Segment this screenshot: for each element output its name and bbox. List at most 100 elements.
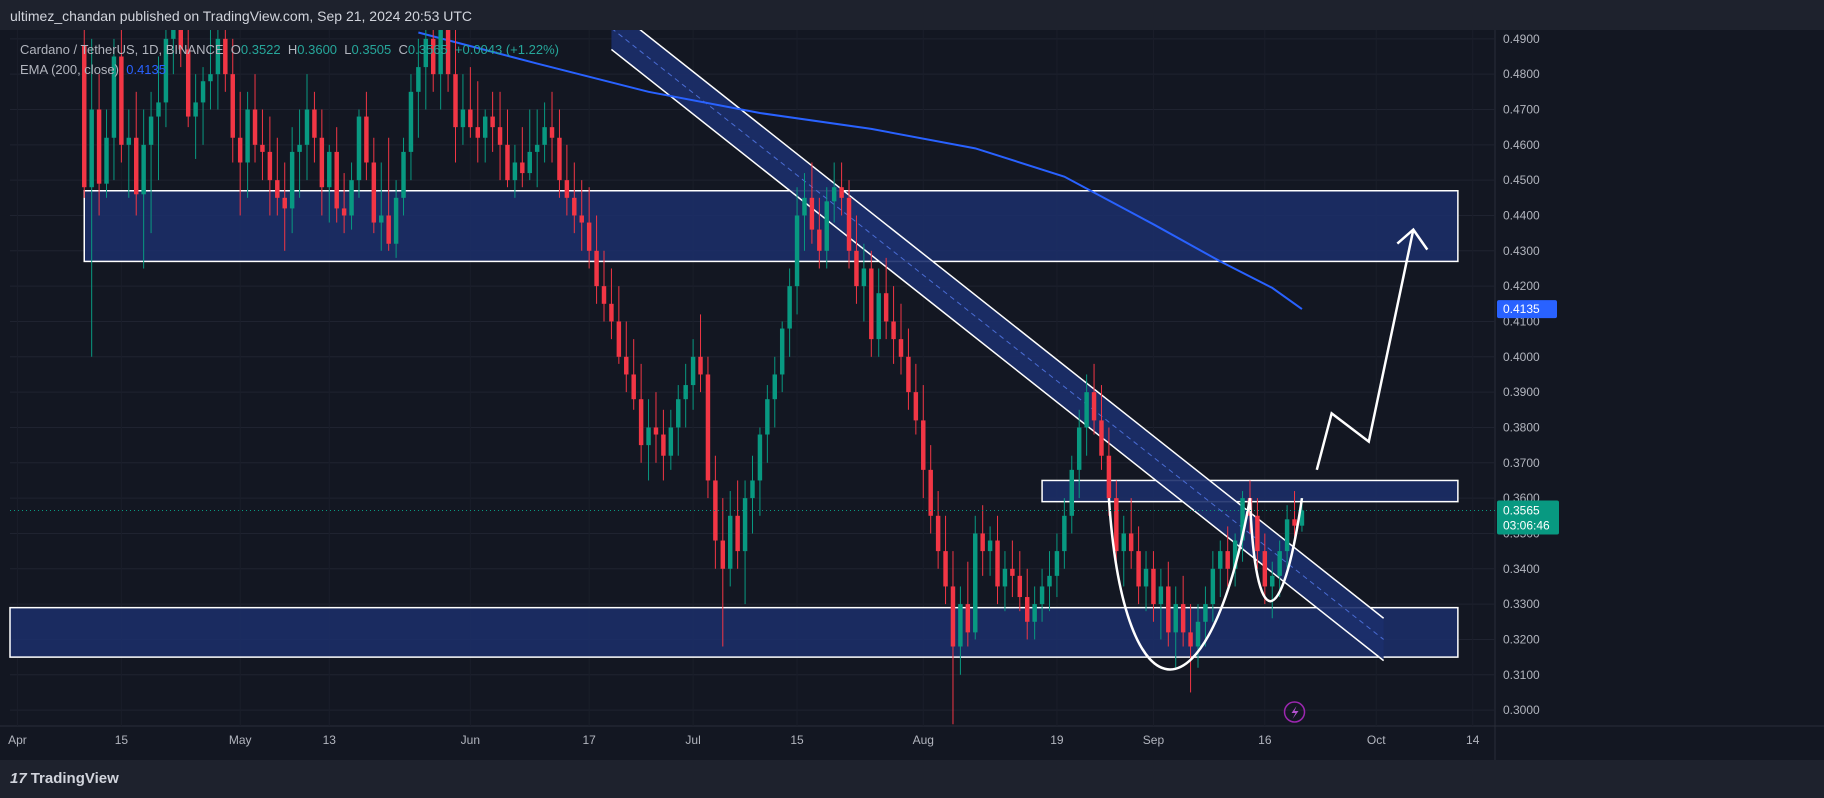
candle-body[interactable] (1032, 604, 1037, 622)
candle-body[interactable] (727, 515, 733, 569)
candle-body[interactable] (1195, 621, 1201, 647)
candle-body[interactable] (230, 74, 235, 138)
candle-body[interactable] (438, 30, 443, 75)
candle-body[interactable] (527, 151, 532, 174)
candle-body[interactable] (185, 49, 191, 117)
candle-body[interactable] (594, 250, 599, 287)
candle-body[interactable] (1284, 519, 1290, 552)
candle-body[interactable] (1188, 632, 1193, 647)
legend-ema-label[interactable]: EMA (200, close) (20, 62, 119, 77)
candle-body[interactable] (690, 356, 696, 386)
candle-body[interactable] (1047, 575, 1052, 587)
candle-body[interactable] (1114, 498, 1119, 552)
candle-body[interactable] (193, 102, 198, 117)
candle-body[interactable] (883, 293, 889, 322)
candle-body[interactable] (906, 356, 911, 393)
candle-body[interactable] (1240, 498, 1245, 541)
candle-body[interactable] (854, 250, 859, 287)
candle-body[interactable] (973, 533, 978, 633)
candle-body[interactable] (965, 604, 971, 633)
candle-body[interactable] (1091, 392, 1097, 421)
candle-body[interactable] (445, 30, 451, 75)
candle-body[interactable] (386, 215, 391, 244)
candle-body[interactable] (987, 540, 993, 552)
price-axis-panel[interactable] (1495, 30, 1824, 760)
candle-body[interactable] (356, 116, 362, 181)
candle-body[interactable] (327, 151, 332, 188)
candle-body[interactable] (200, 81, 206, 103)
candle-body[interactable] (809, 197, 815, 230)
candle-body[interactable] (698, 356, 703, 375)
candle-body[interactable] (601, 286, 607, 304)
candle-body[interactable] (104, 137, 109, 184)
candle-body[interactable] (1270, 575, 1275, 587)
candle-body[interactable] (1225, 551, 1230, 569)
candle-body[interactable] (579, 215, 584, 223)
candle-body[interactable] (935, 515, 941, 552)
candle-body[interactable] (534, 144, 540, 152)
candle-body[interactable] (831, 187, 837, 202)
candle-body[interactable] (148, 116, 154, 145)
candle-body[interactable] (1099, 420, 1104, 456)
candle-body[interactable] (1024, 597, 1030, 622)
candle-body[interactable] (126, 137, 132, 145)
candle-body[interactable] (119, 56, 124, 145)
candle-body[interactable] (341, 208, 347, 216)
projection-path[interactable] (1315, 229, 1415, 471)
candle-body[interactable] (171, 30, 176, 39)
candle-body[interactable] (141, 144, 146, 195)
candle-body[interactable] (408, 91, 414, 152)
candle-body[interactable] (512, 162, 518, 181)
chart-area[interactable]: 0.4900 0.4800 0.4700 0.4600 0.4500 0.4400 0.43… (0, 30, 1824, 760)
candle-body[interactable] (542, 127, 547, 145)
candle-body[interactable] (586, 222, 592, 251)
candle-body[interactable] (950, 586, 956, 647)
candle-body[interactable] (208, 74, 213, 82)
candle-body[interactable] (913, 392, 919, 421)
candle-body[interactable] (1299, 510, 1305, 526)
candle-body[interactable] (564, 180, 570, 198)
candle-body[interactable] (1166, 586, 1171, 633)
candle-body[interactable] (349, 180, 354, 216)
candle-body[interactable] (223, 38, 228, 75)
candle-body[interactable] (1121, 533, 1126, 552)
support-resistance-zone[interactable] (83, 190, 1459, 263)
candle-body[interactable] (163, 38, 169, 103)
candle-body[interactable] (928, 469, 933, 516)
candle-body[interactable] (460, 109, 466, 128)
candle-body[interactable] (319, 137, 325, 188)
candle-body[interactable] (416, 67, 421, 92)
candle-body[interactable] (393, 197, 399, 244)
candle-body[interactable] (1106, 455, 1112, 499)
candle-body[interactable] (646, 427, 651, 446)
candle-body[interactable] (267, 151, 273, 181)
candle-body[interactable] (453, 74, 458, 128)
candle-body[interactable] (668, 427, 674, 456)
candle-body[interactable] (1076, 427, 1082, 470)
candle-body[interactable] (735, 515, 740, 552)
candle-body[interactable] (371, 162, 377, 223)
candle-body[interactable] (475, 127, 481, 138)
candle-body[interactable] (713, 480, 718, 541)
candle-body[interactable] (1232, 540, 1238, 569)
candle-body[interactable] (765, 399, 770, 435)
candle-body[interactable] (817, 229, 822, 251)
candle-body[interactable] (1210, 568, 1216, 605)
candle-body[interactable] (1062, 515, 1067, 552)
candle-body[interactable] (401, 151, 406, 198)
candle-body[interactable] (505, 144, 510, 181)
candle-body[interactable] (638, 399, 644, 446)
candle-body[interactable] (111, 56, 117, 138)
candle-body[interactable] (787, 286, 792, 329)
candle-body[interactable] (1128, 533, 1134, 552)
candle-body[interactable] (215, 38, 221, 75)
candle-body[interactable] (898, 339, 904, 357)
flash-alert-icon[interactable] (1283, 701, 1306, 723)
candle-body[interactable] (705, 374, 711, 481)
candle-body[interactable] (794, 215, 800, 287)
candle-body[interactable] (1173, 604, 1178, 633)
candle-body[interactable] (237, 137, 243, 163)
candle-body[interactable] (631, 374, 636, 400)
candle-body[interactable] (676, 399, 681, 428)
candle-body[interactable] (572, 197, 577, 216)
